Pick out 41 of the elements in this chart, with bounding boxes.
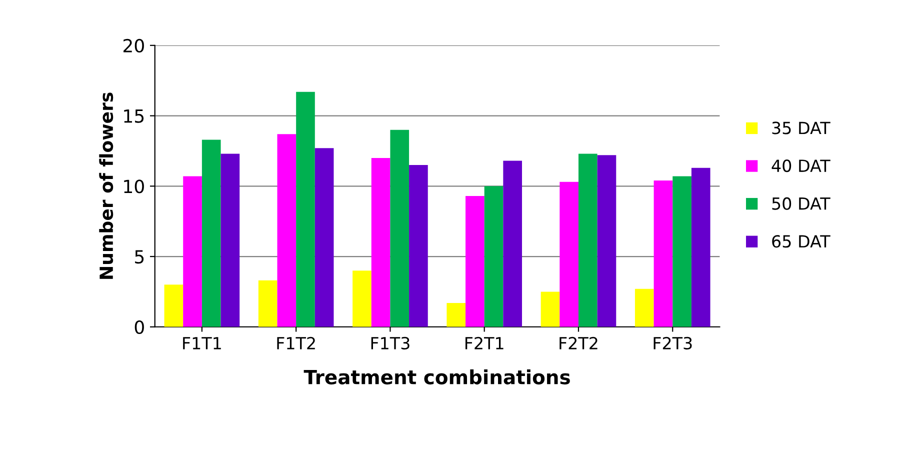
bar	[277, 134, 296, 327]
y-tick-label: 10	[124, 180, 144, 194]
bar	[409, 165, 428, 327]
bar	[202, 140, 221, 327]
x-tick-label: F2T3	[654, 336, 692, 350]
bar	[258, 280, 278, 327]
legend-label: 50 DAT	[772, 197, 830, 210]
bar	[597, 155, 616, 327]
bar	[578, 154, 598, 327]
y-tick-label: 15	[124, 109, 144, 123]
bar	[164, 284, 184, 327]
bar	[634, 288, 654, 327]
bar	[446, 302, 466, 327]
y-tick-label: 5	[135, 250, 144, 264]
bar	[220, 154, 240, 327]
bar	[654, 180, 673, 327]
y-tick-label: 20	[123, 38, 144, 53]
bar	[691, 168, 710, 327]
legend-label: 65 DAT	[772, 235, 830, 248]
legend-label: 35 DAT	[772, 122, 830, 134]
bar	[314, 148, 334, 327]
bar	[183, 176, 202, 327]
x-tick-label: F1T2	[277, 336, 315, 350]
bar	[560, 182, 578, 327]
bar	[466, 196, 484, 327]
x-tick-label: F1T1	[183, 337, 221, 350]
bar	[390, 130, 410, 327]
bar	[371, 158, 390, 327]
bar	[672, 176, 692, 327]
y-tick-label: 0	[134, 320, 144, 334]
bar	[540, 292, 560, 327]
bar	[503, 160, 522, 327]
legend-label: 40 DAT	[772, 159, 830, 172]
x-tick-label: F1T3	[371, 336, 410, 350]
x-tick-label: F2T2	[560, 336, 598, 350]
x-axis-title: Treatment combinations	[304, 369, 570, 384]
x-tick-label: F2T1	[465, 336, 504, 350]
bar	[484, 186, 504, 327]
y-axis-title: Number of flowers	[99, 92, 114, 279]
bar	[296, 92, 315, 327]
bar	[352, 270, 372, 327]
